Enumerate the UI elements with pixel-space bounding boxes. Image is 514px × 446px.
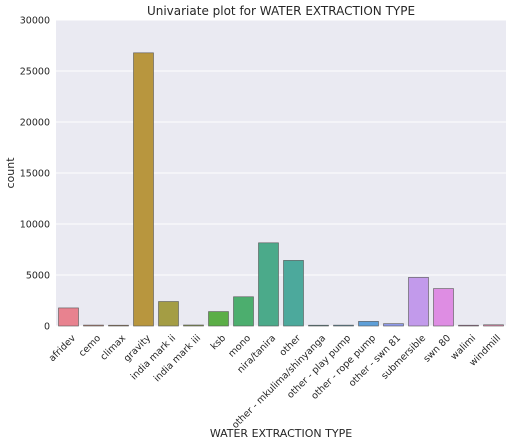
bar-other-rope-pump — [358, 321, 379, 327]
bar-other-mkulima-shinyanga — [308, 324, 329, 327]
bar-other-swn-81 — [383, 323, 404, 327]
chart-title: Univariate plot for WATER EXTRACTION TYP… — [147, 4, 415, 18]
y-tick-label: 30000 — [20, 16, 50, 27]
bar-afridev — [58, 307, 79, 327]
bar-windmill — [483, 324, 504, 327]
bars — [58, 52, 504, 327]
bar-walimi — [458, 324, 479, 327]
y-axis-label: count — [4, 157, 17, 189]
x-tick-label: afridev — [47, 333, 79, 365]
y-tick-label: 0 — [44, 322, 50, 333]
y-tick-labels: 0 5000 10000 15000 20000 25000 30000 — [20, 16, 50, 333]
x-tick-label: ksb — [209, 333, 228, 352]
y-tick-label: 15000 — [20, 169, 50, 180]
bar-india-mark-iii — [183, 324, 204, 327]
bar-submersible — [408, 277, 429, 327]
bar-other — [283, 260, 304, 327]
y-tick-label: 5000 — [26, 271, 50, 282]
x-axis-label: WATER EXTRACTION TYPE — [210, 427, 352, 440]
bar-climax — [108, 324, 129, 327]
bar-gravity — [133, 52, 154, 327]
bar-ksb — [208, 311, 229, 327]
bar-other-play-pump — [333, 324, 354, 327]
x-tick-label: swn 80 — [421, 333, 453, 365]
bar-cemo — [83, 324, 104, 327]
grid-lines — [56, 19, 506, 327]
bar-mono — [233, 296, 254, 327]
bar-india-mark-ii — [158, 301, 179, 327]
y-tick-label: 25000 — [20, 67, 50, 78]
y-tick-label: 10000 — [20, 220, 50, 231]
y-tick-label: 20000 — [20, 118, 50, 129]
bar-nira-tanira — [258, 242, 279, 327]
bar-swn-80 — [433, 288, 454, 327]
